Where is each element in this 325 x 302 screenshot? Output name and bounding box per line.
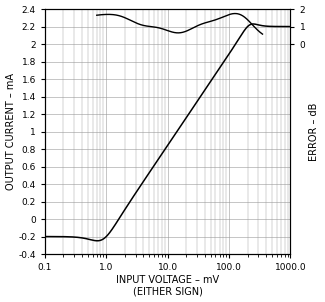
X-axis label: INPUT VOLTAGE – mV
(EITHER SIGN): INPUT VOLTAGE – mV (EITHER SIGN) <box>116 275 219 297</box>
Y-axis label: ERROR – dB: ERROR – dB <box>309 102 319 161</box>
Y-axis label: OUTPUT CURRENT – mA: OUTPUT CURRENT – mA <box>6 73 16 190</box>
